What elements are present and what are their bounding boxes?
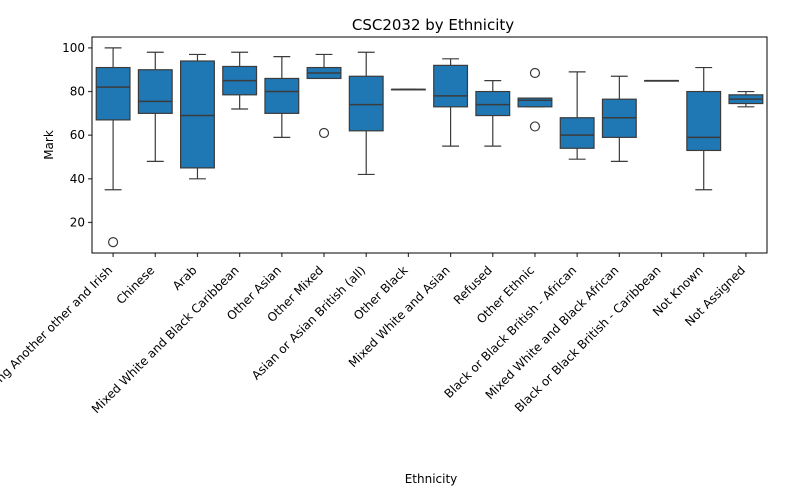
box-group <box>644 79 680 82</box>
chart-title: CSC2032 by Ethnicity <box>352 16 514 34</box>
x-axis-label: Ethnicity <box>405 472 458 486</box>
outlier-point <box>529 121 541 132</box>
box <box>348 75 384 132</box>
box-group <box>179 53 215 180</box>
y-axis: 20 40 60 80 100 <box>62 41 92 229</box>
y-axis-label: Mark <box>42 130 56 160</box>
box-group <box>264 56 300 138</box>
box <box>433 64 469 108</box>
outlier-point <box>318 127 330 139</box>
box-group <box>390 88 426 91</box>
box <box>559 117 595 149</box>
box <box>179 60 215 169</box>
x-tick-label: Refused <box>451 263 495 307</box>
box-group <box>95 47 131 248</box>
x-axis: White including Another other and IrishC… <box>0 253 748 440</box>
box-group <box>433 58 469 147</box>
box <box>517 97 553 108</box>
y-tick-label: 100 <box>62 41 85 55</box>
box-group <box>137 51 173 162</box>
x-tick-label: Chinese <box>114 263 158 307</box>
box <box>264 77 300 114</box>
box <box>686 90 722 152</box>
box-group <box>348 51 384 176</box>
box <box>137 69 173 114</box>
box-group <box>222 51 258 110</box>
y-tick-label: 80 <box>70 85 85 99</box>
box-group <box>475 80 511 147</box>
outlier-point <box>107 236 119 248</box>
box <box>475 90 511 117</box>
box <box>95 66 131 121</box>
box-group <box>686 66 722 191</box>
plot-area <box>95 47 764 248</box>
box-group <box>559 71 595 160</box>
box-group <box>517 67 553 132</box>
box-group <box>728 90 764 108</box>
box-group <box>601 75 637 162</box>
x-tick-label: Mixed White and Black Caribbean <box>89 263 242 416</box>
plot-frame <box>91 36 768 254</box>
outlier-point <box>529 67 541 79</box>
x-tick-label: Arab <box>170 263 200 293</box>
y-tick-label: 40 <box>70 172 85 186</box>
y-tick-label: 20 <box>70 215 85 229</box>
box-group <box>306 53 342 139</box>
y-tick-label: 60 <box>70 128 85 142</box>
